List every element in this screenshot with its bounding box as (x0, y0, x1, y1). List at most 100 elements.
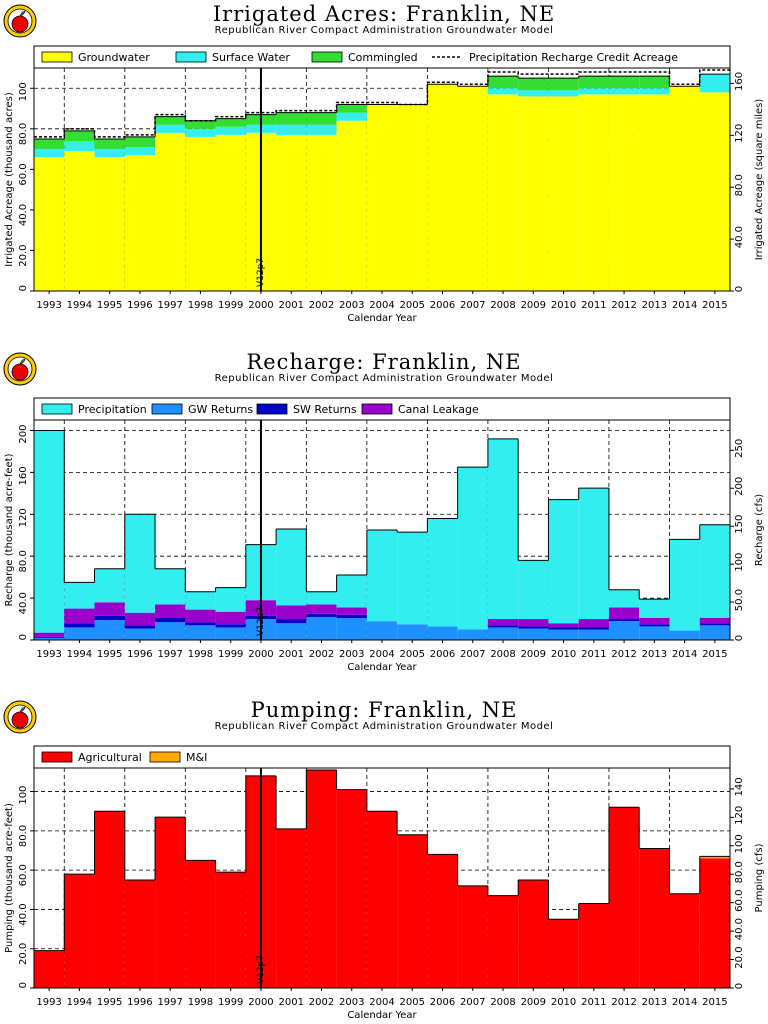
bar-segment (699, 856, 730, 859)
bar-segment (608, 76, 640, 89)
bar-segment (276, 623, 307, 640)
y-axis-label: Pumping (thousand acre-feet) (4, 803, 15, 953)
legend-swatch (175, 51, 207, 63)
x-tick-label: 1998 (188, 997, 213, 1008)
x-tick-label: 1999 (218, 649, 243, 660)
bar-segment (699, 74, 730, 93)
bar-segment (155, 817, 186, 988)
y-right-tick-label: 50.0 (734, 589, 745, 611)
x-tick-label: 1999 (218, 997, 243, 1008)
legend-label: Agricultural (78, 751, 142, 764)
y-tick-label: 40.0 (18, 204, 29, 226)
bar-segment (276, 619, 307, 624)
x-tick-label: 2015 (702, 300, 727, 311)
bar-segment (306, 124, 337, 135)
y-tick-label: 0 (18, 634, 29, 640)
bar-segment (124, 879, 156, 988)
bar-segment (518, 879, 549, 988)
x-tick-label: 1997 (157, 300, 182, 311)
x-tick-label: 1996 (127, 997, 152, 1008)
chart-title: Pumping: Franklin, NE (250, 698, 518, 722)
bar-segment (306, 604, 337, 614)
bar-segment (366, 104, 398, 291)
bar-segment (578, 488, 609, 620)
bar-segment (94, 602, 125, 616)
y-right-tick-label: 150 (734, 515, 745, 534)
bar-segment (336, 575, 367, 608)
bar-segment (306, 112, 337, 125)
bar-segment (487, 438, 519, 620)
bar-segment (397, 624, 428, 640)
bar-segment (487, 895, 519, 988)
x-tick-label: 2012 (611, 300, 636, 311)
bar-segment (124, 612, 156, 626)
y-tick-label: 120 (18, 508, 29, 527)
y-right-axis-label: Recharge (cfs) (754, 494, 765, 566)
bar-segment (518, 560, 549, 620)
bar-segment (64, 874, 95, 988)
bar-segment (699, 858, 730, 988)
y-tick-label: 40.0 (18, 592, 29, 614)
y-tick-label: 100 (18, 82, 29, 101)
x-tick-label: 1996 (127, 300, 152, 311)
bar-segment (276, 605, 307, 620)
bar-segment (699, 92, 730, 291)
bar-segment (366, 621, 398, 640)
x-tick-label: 2005 (400, 300, 425, 311)
bar-segment (548, 499, 579, 624)
y-right-tick-label: 20.0 (734, 946, 745, 968)
bar-segment (457, 86, 488, 291)
bar-segment (276, 528, 307, 606)
bar-segment (487, 619, 519, 626)
bar-segment (34, 138, 65, 150)
y-right-tick-label: 0 (734, 983, 745, 989)
bar-segment (215, 611, 246, 625)
y-right-tick-label: 80.0 (734, 174, 745, 196)
x-tick-label: 2009 (521, 649, 546, 660)
bar-segment (185, 622, 216, 626)
bar-segment (548, 629, 579, 640)
x-tick-label: 1998 (188, 300, 213, 311)
x-tick-label: 2003 (339, 649, 364, 660)
y-tick-label: 20.0 (18, 244, 29, 266)
bar-segment (487, 627, 519, 640)
bar-segment (185, 136, 216, 291)
x-tick-label: 2006 (430, 997, 455, 1008)
y-tick-label: 60.0 (18, 163, 29, 185)
chart-subtitle: Republican River Compact Administration … (214, 373, 554, 384)
y-right-axis-label: Irrigated Acreage (square miles) (754, 99, 765, 261)
bar-segment (548, 96, 579, 291)
bar-segment (639, 94, 670, 291)
legend-label: GW Returns (188, 403, 253, 416)
bar-segment (215, 627, 246, 640)
chart-subtitle: Republican River Compact Administration … (214, 721, 554, 732)
chart-subtitle: Republican River Compact Administration … (214, 25, 554, 36)
pumping-panel: Agricultural M&I V12p7 0 20.0 40.0 60.0 80.0 100… (0, 696, 768, 1024)
bar-segment (155, 124, 186, 133)
bar-segment (185, 591, 216, 610)
x-tick-label: 2010 (551, 997, 576, 1008)
chart-title: Recharge: Franklin, NE (246, 350, 522, 374)
x-tick-label: 2013 (642, 997, 667, 1008)
x-tick-label: 2006 (430, 300, 455, 311)
bar-segment (64, 608, 95, 624)
y-right-tick-label: 100 (734, 834, 745, 853)
y-tick-label: 80.0 (18, 825, 29, 847)
apple-logo-icon (3, 700, 37, 734)
bar-segment (457, 885, 488, 988)
x-tick-label: 2008 (490, 997, 515, 1008)
version-marker-label: V12p7 (256, 955, 266, 984)
bar-segment (457, 467, 488, 630)
x-tick-label: 2010 (551, 300, 576, 311)
y-tick-label: 0 (18, 982, 29, 988)
bar-segment (669, 86, 700, 291)
bar-segment (94, 138, 125, 150)
bar-segment (124, 625, 156, 629)
bar-segment (608, 607, 640, 620)
x-tick-label: 2011 (581, 997, 606, 1008)
x-tick-label: 2005 (400, 649, 425, 660)
bar-segment (427, 854, 458, 988)
bar-segment (155, 568, 186, 605)
x-tick-label: 2014 (672, 300, 697, 311)
bar-segment (124, 628, 156, 640)
